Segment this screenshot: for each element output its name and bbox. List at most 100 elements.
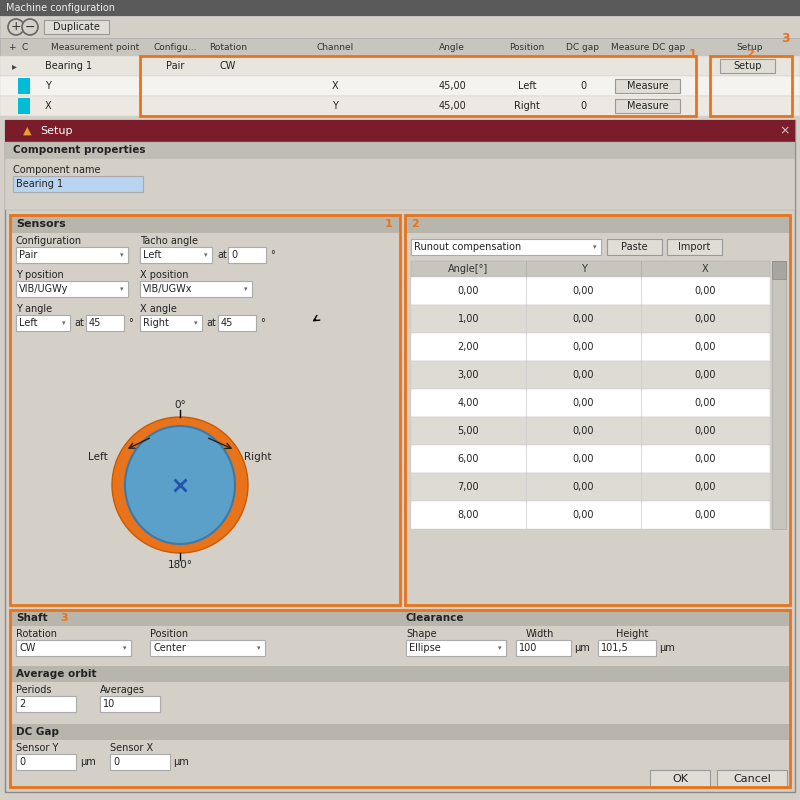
Text: Height: Height (616, 629, 648, 639)
Text: 0,00: 0,00 (694, 454, 716, 464)
Text: 0: 0 (231, 250, 237, 260)
Bar (720, 59, 775, 73)
Text: Y: Y (332, 101, 338, 111)
Text: Component name: Component name (13, 165, 101, 175)
Text: Configu...: Configu... (154, 42, 197, 51)
Text: ▲: ▲ (22, 126, 31, 136)
Text: +: + (8, 42, 16, 51)
Text: °: ° (260, 318, 265, 328)
Bar (16, 754, 76, 770)
Text: ▾: ▾ (194, 320, 198, 326)
Text: CW: CW (220, 61, 236, 71)
Text: at: at (217, 250, 227, 260)
Text: 4,00: 4,00 (458, 398, 479, 408)
Bar (5, 158, 795, 210)
Text: 180°: 180° (167, 560, 193, 570)
Bar (0, 96, 800, 116)
Text: Left: Left (19, 318, 38, 328)
Circle shape (8, 19, 24, 35)
Text: Clearance: Clearance (406, 613, 465, 623)
Bar (411, 277, 770, 305)
Text: Right: Right (143, 318, 169, 328)
Bar (0, 16, 800, 38)
Text: Bearing 1: Bearing 1 (45, 61, 92, 71)
Text: VIB/UGWx: VIB/UGWx (143, 284, 193, 294)
Text: −: − (25, 21, 35, 34)
Bar (411, 261, 770, 277)
Text: 0,00: 0,00 (573, 510, 594, 520)
Text: X: X (702, 264, 709, 274)
Bar (10, 215, 400, 233)
Text: 10: 10 (103, 699, 115, 709)
Text: 7,00: 7,00 (458, 482, 479, 492)
Text: Ellipse: Ellipse (409, 643, 441, 653)
Text: Shape: Shape (406, 629, 437, 639)
Text: Periods: Periods (16, 685, 51, 695)
Text: 45: 45 (89, 318, 102, 328)
Text: 2: 2 (411, 219, 418, 229)
Text: 3: 3 (60, 613, 68, 623)
Bar (411, 333, 770, 361)
Bar (516, 640, 571, 656)
Text: 45: 45 (221, 318, 234, 328)
Text: μm: μm (659, 643, 674, 653)
Text: DC gap: DC gap (566, 42, 599, 51)
Bar (411, 305, 770, 333)
Text: ▾: ▾ (120, 252, 124, 258)
Text: C: C (22, 42, 28, 51)
Text: DC Gap: DC Gap (16, 727, 59, 737)
Bar (44, 20, 109, 34)
Bar (150, 640, 265, 656)
Bar (13, 176, 143, 192)
Text: 0,00: 0,00 (573, 482, 594, 492)
Bar (16, 696, 76, 712)
Text: VIB/UGWy: VIB/UGWy (19, 284, 68, 294)
Bar (5, 120, 795, 792)
Text: 0,00: 0,00 (573, 342, 594, 352)
Text: 0,00: 0,00 (573, 314, 594, 324)
Text: Right: Right (244, 452, 272, 462)
Text: Duplicate: Duplicate (53, 22, 100, 32)
Text: 0: 0 (580, 81, 586, 91)
Text: Measure DC gap: Measure DC gap (611, 42, 685, 51)
Text: 0,00: 0,00 (458, 286, 479, 296)
Text: Rotation: Rotation (209, 42, 247, 51)
Text: Runout compensation: Runout compensation (414, 242, 522, 252)
Text: 0,00: 0,00 (694, 398, 716, 408)
Text: Measure: Measure (626, 81, 668, 91)
Text: Average orbit: Average orbit (16, 669, 97, 679)
Text: Pair: Pair (166, 61, 184, 71)
Text: Y angle: Y angle (16, 304, 52, 314)
Text: Width: Width (526, 629, 554, 639)
Bar (717, 770, 787, 788)
Text: at: at (206, 318, 216, 328)
Bar (10, 724, 790, 740)
Text: Setup: Setup (734, 61, 762, 71)
Bar (140, 281, 252, 297)
Text: 0,00: 0,00 (694, 426, 716, 436)
Bar (650, 770, 710, 788)
Text: X: X (45, 101, 52, 111)
Bar (400, 610, 790, 626)
Text: Cancel: Cancel (733, 774, 771, 784)
Bar (86, 315, 124, 331)
Text: 0,00: 0,00 (694, 314, 716, 324)
Text: μm: μm (80, 757, 96, 767)
Bar (598, 640, 656, 656)
Bar (0, 56, 800, 76)
Bar (615, 99, 680, 113)
Text: °: ° (128, 318, 133, 328)
Bar (772, 261, 786, 279)
Text: Tacho angle: Tacho angle (140, 236, 198, 246)
Text: ▾: ▾ (120, 286, 124, 292)
Text: Angle: Angle (439, 42, 465, 51)
Text: ▸: ▸ (11, 61, 17, 71)
Bar (16, 281, 128, 297)
Text: 3: 3 (782, 31, 790, 45)
Bar (140, 315, 202, 331)
Text: Left: Left (518, 81, 536, 91)
Text: Setup: Setup (737, 42, 763, 51)
Bar (411, 239, 601, 255)
Text: 1,00: 1,00 (458, 314, 479, 324)
Text: at: at (74, 318, 84, 328)
